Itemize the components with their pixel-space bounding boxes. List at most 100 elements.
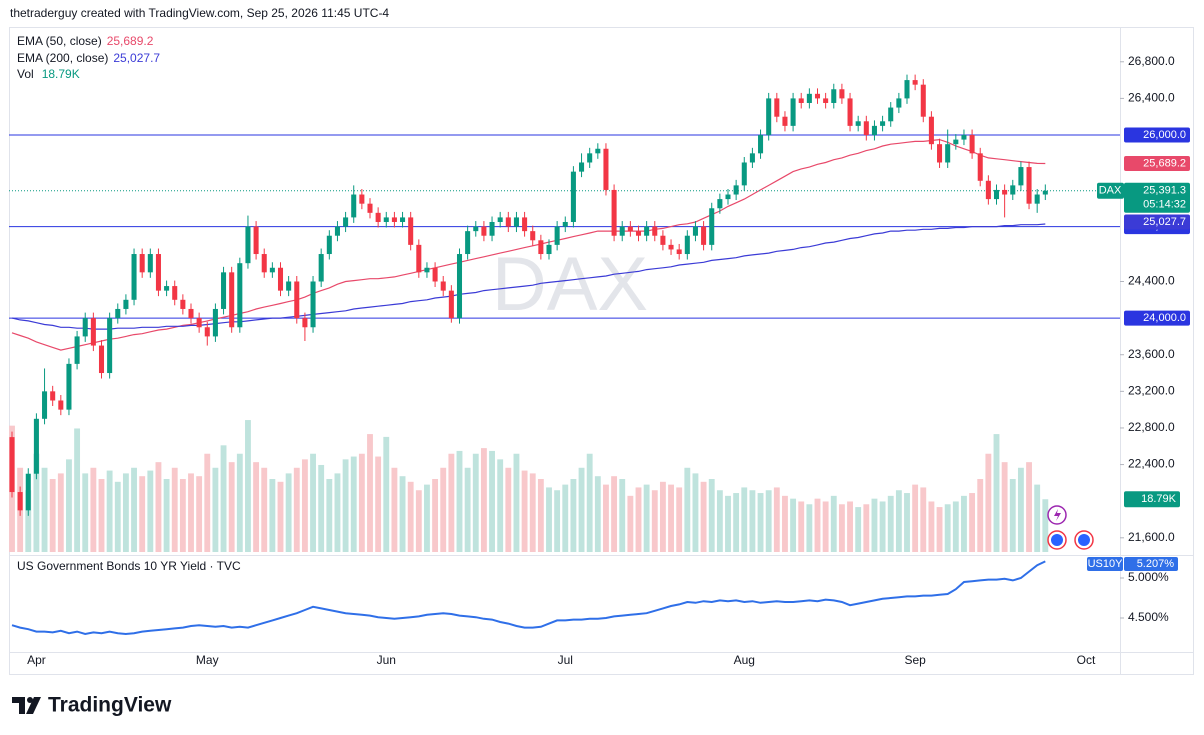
candle-body — [261, 254, 267, 273]
volume-bar — [41, 467, 48, 552]
axis-tag-box — [1124, 127, 1190, 143]
volume-bar — [521, 470, 528, 552]
candle-body — [692, 226, 698, 236]
candle-body — [1010, 185, 1016, 195]
candle-body — [82, 318, 88, 337]
volume-bar — [358, 453, 365, 552]
candle-body — [408, 217, 414, 245]
x-tick-label: Sep — [904, 653, 926, 667]
volume-bar — [977, 479, 984, 552]
volume-bar — [480, 448, 487, 552]
volume-bar — [944, 504, 951, 552]
candle-body — [318, 254, 324, 282]
volume-bar — [82, 473, 89, 552]
candle-body — [481, 226, 487, 236]
candle-body — [180, 299, 186, 309]
volume-bar — [1009, 479, 1016, 552]
volume-bar — [578, 467, 585, 552]
candle-body — [400, 217, 406, 222]
candle-body — [717, 199, 723, 209]
candle-body — [513, 217, 519, 227]
volume-bar — [716, 490, 723, 552]
tag-layer: 21,600.0 22,400.0 22,800.0 23,200.0 23,600.0… — [1087, 54, 1190, 624]
volume-bar — [806, 504, 813, 552]
volume-bar — [49, 479, 56, 552]
volume-bar — [155, 462, 162, 552]
legend-value: 25,689.2 — [107, 34, 154, 48]
candle-body — [546, 244, 552, 255]
price-tag-label: 25,391.3 — [1143, 185, 1186, 197]
volume-bar — [464, 467, 471, 552]
volume-bar — [220, 445, 227, 552]
volume-bar — [1001, 462, 1008, 552]
volume-bar — [122, 473, 129, 552]
candle-body — [570, 171, 576, 222]
candle-body — [42, 391, 48, 419]
volume-bar — [261, 467, 268, 552]
volume-bar — [773, 487, 780, 552]
y-tick-label: 21,600.0 — [1128, 530, 1175, 544]
volume-bar — [228, 462, 235, 552]
volume-bar — [879, 501, 886, 552]
volume-bar — [440, 467, 447, 552]
volume-bar — [1017, 467, 1024, 552]
volume-bar — [57, 473, 64, 552]
volume-bar — [904, 493, 910, 552]
candle-body — [172, 286, 178, 300]
candle-body — [204, 327, 210, 337]
volume-bar — [74, 428, 81, 552]
legend-volume: Vol 18.79K — [17, 67, 80, 81]
volume-bar — [627, 495, 634, 552]
legend-name: EMA (200, close) — [17, 51, 108, 65]
volume-bar — [814, 498, 821, 552]
candle-body — [814, 93, 821, 99]
volume-bar — [985, 453, 992, 552]
candle-body — [131, 254, 137, 300]
candle-body — [912, 80, 918, 85]
volume-bar — [90, 467, 97, 552]
candle-body — [432, 267, 438, 282]
candle-body — [212, 308, 218, 337]
candle-body — [977, 153, 983, 181]
candle-body — [790, 98, 796, 126]
candle-body — [245, 226, 251, 264]
price-tag-box — [1124, 182, 1190, 213]
candle-body — [530, 231, 536, 241]
candle-body — [351, 194, 357, 218]
footer-logo: TradingView — [12, 694, 172, 717]
candle-body — [302, 318, 308, 328]
ema-line — [11, 223, 1046, 330]
candle-body — [766, 98, 772, 136]
candle-body — [684, 235, 690, 255]
candle-body — [375, 212, 381, 222]
candle-body — [497, 217, 503, 222]
candle-body — [635, 231, 642, 236]
candle-body — [456, 254, 463, 319]
candle-body — [147, 254, 153, 273]
candle-body — [123, 299, 129, 309]
watermark: DAX — [492, 242, 648, 327]
volume-bar — [1034, 484, 1041, 552]
volume-bar — [895, 490, 902, 552]
legend-name: EMA (50, close) — [17, 34, 102, 48]
candle-body — [619, 226, 625, 236]
candle-body — [1034, 194, 1040, 204]
volume-bar — [603, 484, 609, 552]
volume-bar — [285, 473, 292, 552]
candle-body — [326, 235, 332, 255]
volume-bar — [489, 450, 495, 552]
volume-bar — [537, 479, 544, 552]
volume-bar — [342, 459, 349, 552]
candle-body — [945, 144, 951, 163]
ema-line — [11, 138, 1046, 351]
candle-body — [98, 345, 105, 374]
volume-bar — [562, 484, 569, 552]
candle-body — [985, 180, 991, 200]
candle-body — [953, 139, 959, 145]
volume-bar — [98, 479, 105, 552]
volume-bar — [961, 495, 967, 552]
legend-value: 18.79K — [42, 67, 80, 81]
series-name-box — [1087, 557, 1123, 571]
y-tick-label: 5.000% — [1128, 570, 1169, 584]
